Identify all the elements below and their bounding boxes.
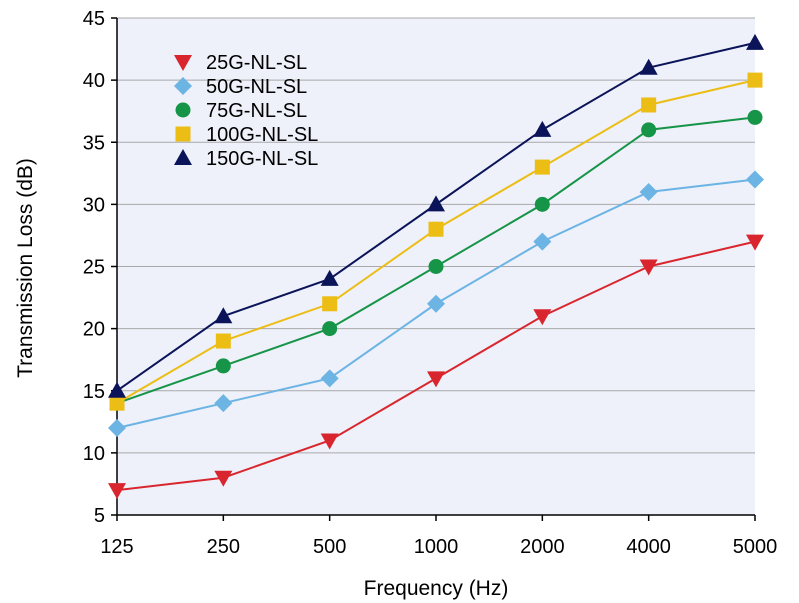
data-point [108,381,126,398]
data-point [108,419,126,438]
data-point [214,394,233,413]
x-tick-label: 5000 [733,536,778,558]
legend-label: 150G-NL-SL [206,148,318,170]
x-axis-title: Frequency (Hz) [364,577,509,600]
axes: 5 10 15 20 25 30 35 40 45 125 250 500 1000 2000 4000 50… [83,8,778,558]
data-point [639,182,658,201]
series-group [108,33,764,500]
legend-item: 100G-NL-SL [175,124,318,146]
data-point [215,358,231,374]
x-tick-label: 4000 [626,536,671,558]
data-point [427,195,445,212]
y-tick-label: 30 [83,194,105,216]
data-point [214,470,233,487]
legend-item: 25G-NL-SL [174,52,307,74]
data-point [108,483,126,500]
legend-label: 50G-NL-SL [206,76,307,98]
data-point [320,369,339,388]
legend-label: 75G-NL-SL [206,100,307,122]
data-point [747,72,763,88]
x-tick-label: 125 [100,536,133,558]
data-point [747,109,763,125]
x-tick-label: 1000 [414,536,459,558]
data-point [320,269,339,286]
legend-label: 100G-NL-SL [206,124,318,146]
y-tick-label: 45 [83,8,105,30]
data-point [533,120,552,137]
data-point [320,433,339,450]
data-point [533,309,552,326]
series-100G-NL-SL [109,72,763,411]
data-point [428,259,444,274]
legend-marker [174,55,192,71]
data-point [322,296,338,312]
data-point [215,333,231,349]
y-tick-label: 10 [83,443,105,465]
legend-item: 150G-NL-SL [174,148,318,170]
legend-marker [175,102,191,118]
data-point [639,259,658,276]
data-point [534,196,550,212]
data-point [533,232,552,251]
data-point [641,122,657,138]
data-point [214,307,233,324]
data-point [322,321,338,337]
legend-label: 25G-NL-SL [206,52,307,74]
data-point [109,395,125,411]
legend-item: 75G-NL-SL [175,100,307,122]
y-tick-label: 15 [83,381,105,403]
y-tick-label: 40 [83,70,105,92]
data-point [534,159,550,175]
data-point [639,58,658,75]
series-50G-NL-SL [108,170,764,438]
legend-marker [174,77,192,95]
y-tick-label: 35 [83,132,105,154]
series-150G-NL-SL [108,33,764,398]
legend: 25G-NL-SL50G-NL-SL75G-NL-SL100G-NL-SL150… [174,52,318,170]
data-point [427,371,445,388]
data-point [641,97,657,113]
x-tick-label: 250 [207,536,240,558]
data-point [427,294,445,313]
legend-marker [174,149,192,165]
x-tick-label: 2000 [520,536,565,558]
legend-item: 50G-NL-SL [174,76,307,98]
legend-marker [175,126,191,142]
data-point [428,221,444,237]
y-tick-label: 5 [94,505,105,527]
series-25G-NL-SL [108,234,764,500]
data-point [746,234,764,251]
data-point [746,170,764,189]
data-point [746,33,764,50]
y-axis-title: Transmission Loss (dB) [14,158,37,378]
y-tick-label: 25 [83,257,105,279]
x-tick-label: 500 [313,536,346,558]
y-tick-label: 20 [83,319,105,341]
gridlines [117,17,755,454]
